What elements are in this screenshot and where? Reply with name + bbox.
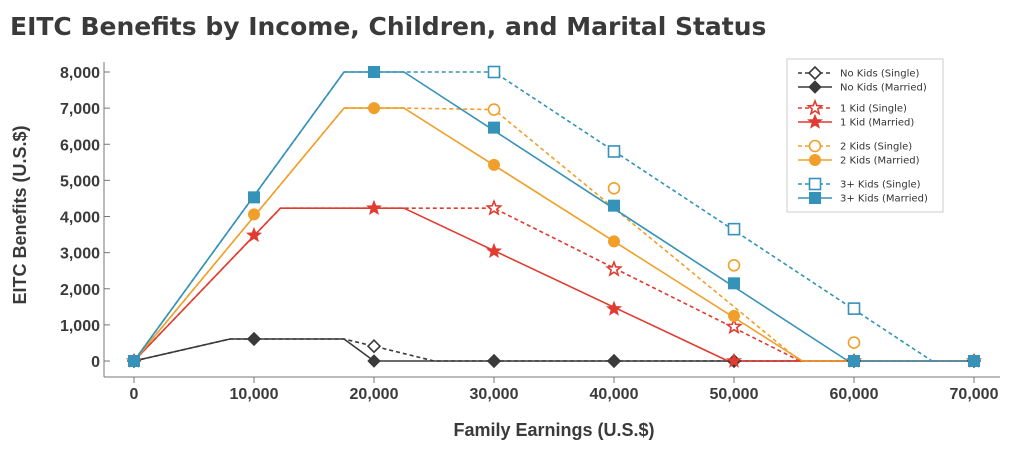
legend-label-no-kids-married: No Kids (Married) xyxy=(840,83,927,94)
x-tick-label: 0 xyxy=(130,386,139,403)
data-point-2-kids-single xyxy=(487,103,501,116)
x-tick-label: 30,000 xyxy=(470,386,519,403)
x-tick-label: 50,000 xyxy=(710,386,759,403)
legend-label-2-kids-single: 2 Kids (Single) xyxy=(840,142,912,153)
data-point-3plus-kids-married xyxy=(248,191,260,204)
y-tick-label: 2,000 xyxy=(60,282,100,299)
data-point-3plus-kids-married xyxy=(128,355,140,367)
legend-label-no-kids-single: No Kids (Single) xyxy=(840,69,919,80)
x-tick-label: 20,000 xyxy=(350,386,399,403)
data-point-3plus-kids-married xyxy=(968,355,980,367)
data-point-1-kid-single xyxy=(725,317,743,335)
data-point-1-kid-married xyxy=(246,226,262,243)
data-point-no-kids-single xyxy=(366,339,382,354)
x-axis-label: Family Earnings (U.S.$) xyxy=(453,420,654,440)
legend-marker-2-kids-single xyxy=(808,139,822,153)
data-point-2-kids-married xyxy=(728,309,740,322)
data-point-no-kids-married xyxy=(607,354,621,368)
legend: No Kids (Single) No Kids (Married) 1 Kid (… xyxy=(786,58,944,213)
legend-label-1-kid-married: 1 Kid (Married) xyxy=(840,118,914,129)
data-point-no-kids-married xyxy=(367,354,381,368)
x-tick-label: 10,000 xyxy=(230,386,279,403)
data-point-2-kids-married xyxy=(608,235,620,248)
y-axis-label: EITC Benefits (U.S.$) xyxy=(10,125,30,304)
data-point-1-kid-married xyxy=(606,300,622,316)
data-point-1-kid-single xyxy=(485,198,503,216)
plot-area xyxy=(126,65,982,369)
series-lines xyxy=(133,71,974,362)
data-point-2-kids-single xyxy=(607,182,621,195)
chart-title: EITC Benefits by Income, Children, and M… xyxy=(10,12,767,41)
x-tick-label: 60,000 xyxy=(830,386,879,403)
series-line-1-kid-single xyxy=(133,207,801,362)
y-tick-label: 6,000 xyxy=(60,137,100,154)
y-tick-label: 0 xyxy=(91,354,100,371)
data-point-1-kid-single xyxy=(605,260,623,277)
data-point-3plus-kids-married xyxy=(608,199,620,212)
data-point-no-kids-married xyxy=(247,332,261,346)
legend-marker-2-kids-married xyxy=(809,154,821,166)
series-line-3plus-kids-married xyxy=(133,71,974,362)
legend-label-3plus-kids-single: 3+ Kids (Single) xyxy=(840,180,921,191)
series-line-no-kids-married xyxy=(133,338,974,362)
data-point-3plus-kids-married xyxy=(488,121,500,134)
x-tick-label: 40,000 xyxy=(590,386,639,403)
y-ticks: 0 1,000 2,000 3,000 4,000 5,000 6,000 7,000 8,00… xyxy=(60,65,110,371)
data-point-2-kids-married xyxy=(248,208,260,221)
y-tick-label: 4,000 xyxy=(60,210,100,227)
y-tick-label: 5,000 xyxy=(60,173,100,190)
legend-marker-3plus-kids-married xyxy=(809,192,821,204)
series-line-2-kids-single xyxy=(133,107,801,362)
data-point-3plus-kids-single xyxy=(847,302,861,315)
legend-marker-no-kids-single xyxy=(807,65,823,81)
data-point-3plus-kids-single xyxy=(727,222,741,236)
data-point-3plus-kids-single xyxy=(487,65,501,79)
y-tick-label: 7,000 xyxy=(60,101,100,118)
data-point-3plus-kids-single xyxy=(607,145,621,158)
data-point-3plus-kids-married xyxy=(728,277,740,290)
y-tick-label: 3,000 xyxy=(60,246,100,263)
series-markers xyxy=(126,65,982,369)
legend-label-3plus-kids-married: 3+ Kids (Married) xyxy=(840,194,928,205)
data-point-3plus-kids-married xyxy=(368,66,380,78)
data-point-3plus-kids-married xyxy=(848,355,860,367)
data-point-1-kid-married xyxy=(366,199,382,215)
data-point-1-kid-married xyxy=(726,352,742,368)
x-tick-label: 70,000 xyxy=(950,386,999,403)
y-tick-label: 1,000 xyxy=(60,318,100,335)
legend-marker-no-kids-married xyxy=(808,80,822,94)
legend-marker-1-kid-single xyxy=(806,98,824,116)
data-point-2-kids-married xyxy=(488,158,500,171)
legend-marker-3plus-kids-single xyxy=(808,177,822,191)
data-point-no-kids-married xyxy=(487,354,501,368)
data-point-2-kids-single xyxy=(727,258,741,272)
data-point-2-kids-single xyxy=(847,336,861,349)
legend-marker-1-kid-married xyxy=(807,113,823,129)
legend-label-1-kid-single: 1 Kid (Single) xyxy=(840,104,907,115)
legend-label-2-kids-married: 2 Kids (Married) xyxy=(840,156,920,167)
x-ticks: 0 10,000 20,000 30,000 40,000 50,000 60,000 70,… xyxy=(130,377,999,403)
data-point-2-kids-married xyxy=(368,102,380,115)
y-tick-label: 8,000 xyxy=(60,65,100,82)
data-point-1-kid-married xyxy=(486,242,502,258)
